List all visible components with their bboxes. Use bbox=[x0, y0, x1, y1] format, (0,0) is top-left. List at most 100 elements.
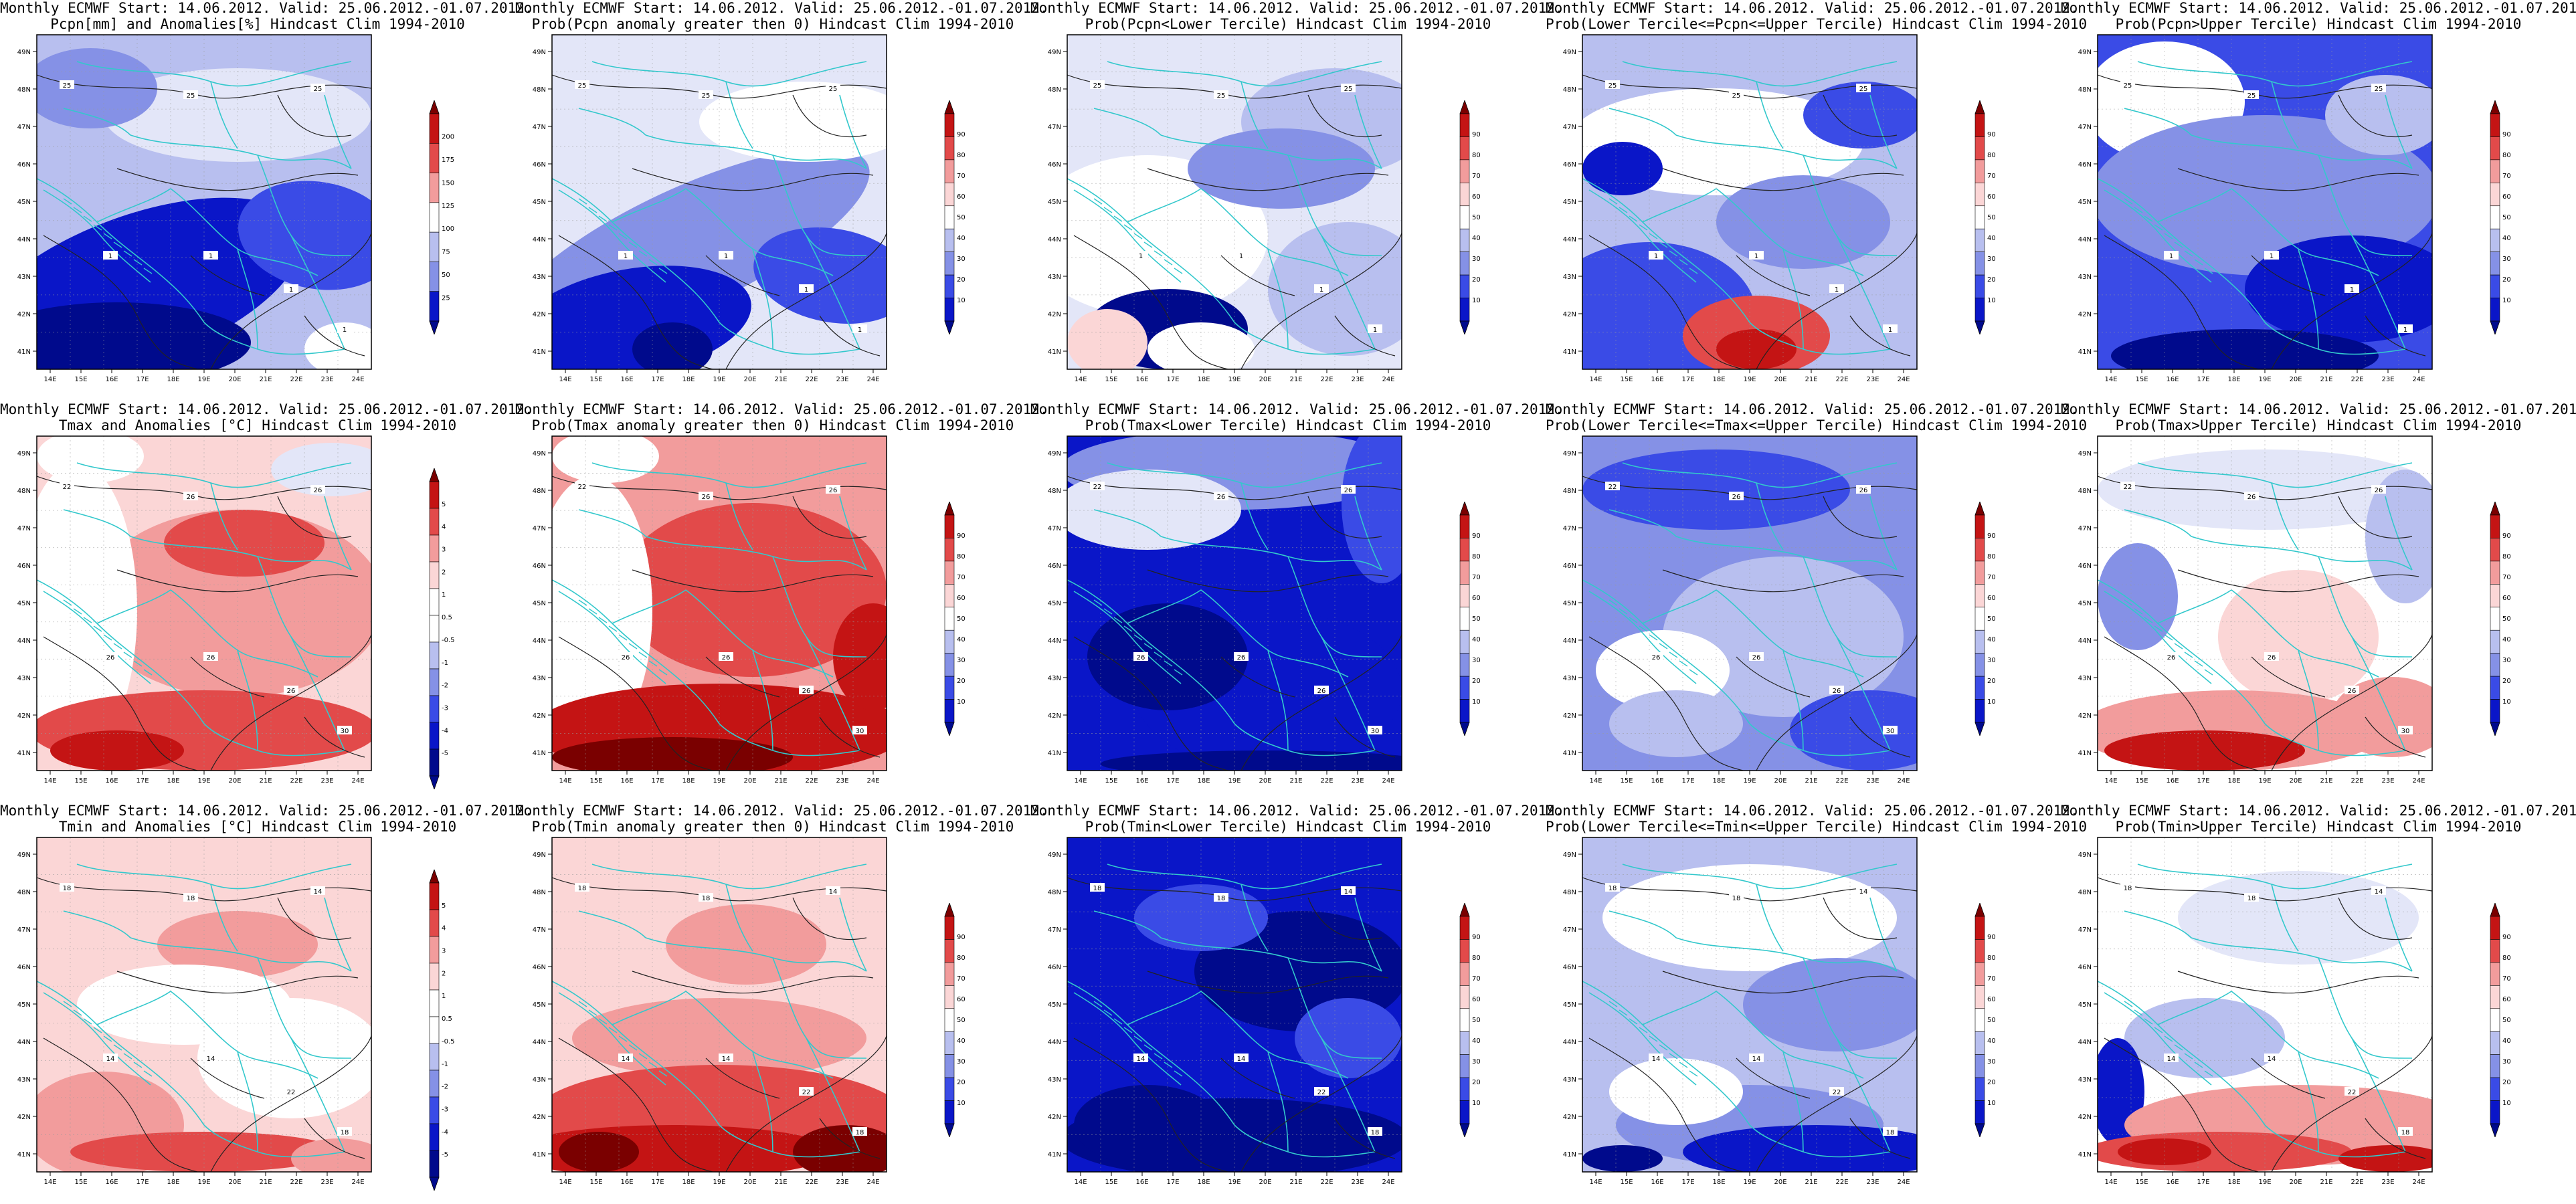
contour-label: 26 bbox=[1829, 686, 1844, 695]
color-scale-swatch bbox=[944, 252, 955, 276]
lon-tick-label: 24E bbox=[1897, 1179, 1910, 1186]
color-scale-label: 60 bbox=[957, 996, 965, 1003]
lat-tick-label: 44N bbox=[1563, 637, 1576, 645]
color-scale-label: 30 bbox=[1987, 657, 1996, 664]
color-scale-label: 50 bbox=[1472, 1017, 1481, 1024]
lon-tick-label: 18E bbox=[2227, 1179, 2240, 1186]
coastline-borders bbox=[1582, 61, 1898, 355]
contour-label: 18 bbox=[1090, 883, 1105, 892]
svg-text:25: 25 bbox=[2124, 82, 2132, 90]
lat-tick-label: 45N bbox=[2078, 1001, 2092, 1009]
lat-tick-label: 44N bbox=[2078, 637, 2092, 645]
lon-tick-label: 15E bbox=[1620, 376, 1633, 383]
color-scale-swatch bbox=[429, 695, 440, 723]
svg-text:14: 14 bbox=[106, 1056, 115, 1063]
contour-label: 1 bbox=[2398, 324, 2413, 334]
svg-text:1: 1 bbox=[804, 286, 808, 294]
lon-tick-label: 23E bbox=[836, 1179, 848, 1186]
lat-tick-label: 44N bbox=[533, 1039, 546, 1046]
color-scale-label: 40 bbox=[1987, 1037, 1996, 1045]
shaded-region bbox=[1188, 128, 1375, 209]
lon-tick-label: 19E bbox=[2258, 376, 2271, 383]
lon-tick-label: 16E bbox=[105, 777, 118, 785]
lat-tick-label: 45N bbox=[2078, 199, 2092, 206]
color-scale-swatch bbox=[2490, 538, 2500, 562]
shaded-region bbox=[552, 476, 652, 744]
lon-tick-label: 23E bbox=[2381, 376, 2394, 383]
lon-tick-label: 20E bbox=[228, 1179, 241, 1186]
lat-tick-label: 46N bbox=[2078, 563, 2092, 570]
lat-tick-label: 44N bbox=[1048, 1039, 1061, 1046]
color-scale-swatch bbox=[2490, 1077, 2500, 1101]
lat-tick-label: 44N bbox=[17, 236, 31, 243]
color-scale-label: 10 bbox=[1472, 1100, 1481, 1107]
color-scale-swatch bbox=[1459, 939, 1470, 963]
color-scale-bar: 90 80 70 60 50 40 30 20 10 bbox=[1974, 100, 1996, 334]
contour-label: 22 bbox=[1314, 1087, 1329, 1096]
lon-tick-label: 16E bbox=[2166, 777, 2179, 785]
contour-label: 18 bbox=[1368, 1127, 1382, 1136]
color-scale-swatch bbox=[2490, 653, 2500, 677]
svg-text:18: 18 bbox=[1371, 1129, 1380, 1136]
lon-tick-label: 20E bbox=[743, 376, 756, 383]
contour-label: 1 bbox=[1829, 284, 1844, 294]
color-scale-swatch bbox=[1974, 699, 1985, 723]
lat-tick-label: 45N bbox=[1563, 199, 1576, 206]
color-scale-label: 90 bbox=[957, 532, 965, 540]
contour-label: 22 bbox=[60, 482, 74, 491]
lat-tick-label: 41N bbox=[1048, 1151, 1061, 1159]
color-scale-label: 2 bbox=[442, 569, 446, 576]
map-panel-prob-tmin-lower-tercile: Monthly ECMWF Start: 14.06.2012. Valid: … bbox=[1030, 803, 1564, 1204]
color-scale-label: 50 bbox=[957, 214, 965, 221]
shaded-region bbox=[2098, 543, 2178, 650]
color-scale-label: 60 bbox=[2502, 996, 2511, 1003]
shaded-region bbox=[37, 436, 144, 483]
color-scale-label: 50 bbox=[2502, 615, 2511, 623]
color-scale-swatch bbox=[1459, 985, 1470, 1009]
shaded-region bbox=[1074, 1085, 1221, 1165]
color-scale-swatch bbox=[2490, 1100, 2500, 1124]
panel-title-line1: Monthly ECMWF Start: 14.06.2012. Valid: … bbox=[515, 401, 1048, 417]
svg-text:25: 25 bbox=[187, 92, 195, 100]
contour-label: 22 bbox=[799, 1087, 814, 1096]
panel-title-line2: Prob(Tmax anomaly greater then 0) Hindca… bbox=[531, 417, 1014, 433]
coastline-borders bbox=[552, 864, 867, 1158]
panel-title-line1: Monthly ECMWF Start: 14.06.2012. Valid: … bbox=[1546, 803, 2079, 819]
lon-tick-label: 23E bbox=[1351, 1179, 1364, 1186]
panel-title-line1: Monthly ECMWF Start: 14.06.2012. Valid: … bbox=[1546, 0, 2079, 16]
panel-title-line2: Prob(Pcpn>Upper Tercile) Hindcast Clim 1… bbox=[2115, 16, 2522, 32]
map-plot: 18 18 14 14 14 22 18 14E 15E 16E 17E 18E 19E 20E 21E 22… bbox=[1563, 837, 1918, 1186]
map-plot: 18 18 14 14 14 22 18 14E 15E 16E 17E 18E 19E 20E 21E 22… bbox=[2078, 837, 2433, 1186]
color-scale-label: 25 bbox=[442, 295, 450, 302]
svg-text:22: 22 bbox=[63, 484, 72, 491]
coastline-borders bbox=[37, 462, 352, 757]
lat-tick-label: 44N bbox=[17, 1039, 31, 1046]
color-scale-swatch bbox=[429, 936, 440, 964]
contour-label: 26 bbox=[203, 652, 218, 662]
color-scale-swatch bbox=[944, 939, 955, 963]
color-scale-label: 90 bbox=[1987, 532, 1996, 540]
svg-text:1: 1 bbox=[2169, 253, 2173, 260]
shaded-region bbox=[1067, 309, 1147, 369]
color-scale-swatch bbox=[429, 963, 440, 991]
shaded-region bbox=[1743, 958, 1917, 1051]
color-scale-label: 90 bbox=[2502, 131, 2511, 138]
contour-label: 30 bbox=[1883, 726, 1898, 735]
color-scale-swatch bbox=[2490, 561, 2500, 585]
color-scale-swatch bbox=[1459, 228, 1470, 252]
map-plot: 25 25 25 1 1 1 1 14E 15E 16E 17E 18E 19E 20E 21E 22E 23E… bbox=[1563, 34, 1918, 383]
lat-tick-label: 46N bbox=[1048, 964, 1061, 971]
color-scale-label: 70 bbox=[1472, 173, 1481, 180]
lat-tick-label: 43N bbox=[17, 1076, 31, 1084]
color-scale-label: 70 bbox=[1472, 975, 1481, 983]
color-scale-label: 60 bbox=[1472, 595, 1481, 602]
color-scale-swatch bbox=[429, 909, 440, 937]
contour-label: 14 bbox=[719, 1054, 733, 1063]
contour-label: 14 bbox=[826, 886, 840, 896]
panel-title-line1: Monthly ECMWF Start: 14.06.2012. Valid: … bbox=[1030, 803, 1564, 819]
contour-label: 26 bbox=[2264, 652, 2279, 662]
color-scale-label: 80 bbox=[957, 955, 965, 962]
lon-tick-label: 16E bbox=[620, 1179, 633, 1186]
lat-tick-label: 43N bbox=[1563, 274, 1576, 281]
lat-tick-label: 45N bbox=[17, 600, 31, 607]
